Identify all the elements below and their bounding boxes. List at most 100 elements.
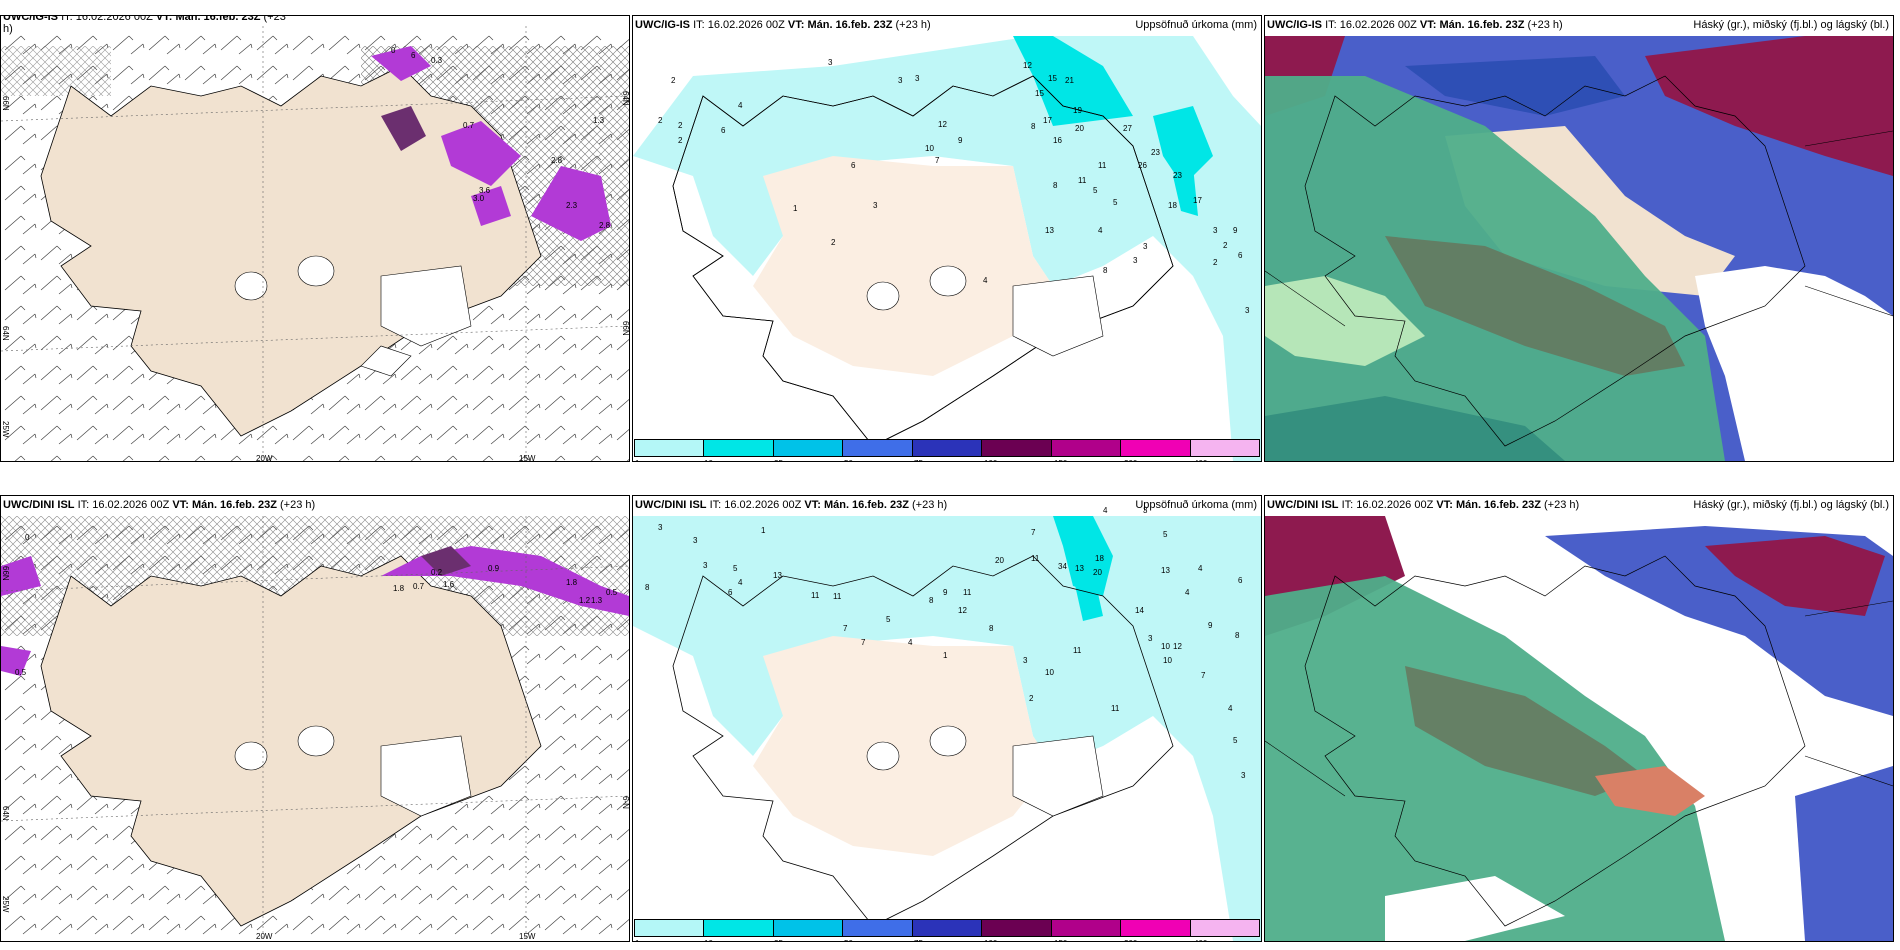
- precip-value: 13: [1045, 226, 1054, 235]
- cloud-map: [1265, 516, 1893, 941]
- it-label: IT:: [77, 499, 90, 511]
- precip-value: 7: [861, 638, 866, 647]
- precip-value: 2: [671, 76, 676, 85]
- precip-value: 6: [721, 126, 726, 135]
- snow-value: 2.3: [566, 201, 578, 210]
- lead-time-unit: h): [3, 23, 13, 35]
- snow-value: 1.8: [566, 578, 578, 587]
- precip-value: 11: [963, 588, 972, 597]
- colorbar-tick: 150: [1054, 459, 1067, 461]
- panel-variable-title: Háský (gr.), miðský (fj.bl.) og lágský (…: [1693, 499, 1889, 511]
- lat-label: 25W: [1, 421, 10, 438]
- colorbar-swatch: [704, 920, 774, 936]
- precip-value: 19: [1073, 106, 1082, 115]
- precip-value: 2: [678, 136, 683, 145]
- colorbar-swatch: [843, 440, 913, 456]
- snow-value: 1.8: [393, 584, 405, 593]
- colorbar-swatch: [635, 920, 705, 936]
- colorbar-swatch: [912, 920, 983, 936]
- snow-value: 6: [411, 51, 416, 60]
- precip-colorbar: [634, 919, 1260, 937]
- precip-value: 4: [1103, 506, 1108, 515]
- precip-value: 7: [1201, 671, 1206, 680]
- precip-value: 8: [1053, 181, 1058, 190]
- colorbar-swatch: [704, 440, 774, 456]
- snow-value: 2.8: [599, 221, 611, 230]
- precip-value: 3: [1245, 306, 1250, 315]
- precip-value: 20: [1093, 568, 1102, 577]
- colorbar-swatch: [1190, 920, 1259, 936]
- precip-value: 20: [1075, 124, 1084, 133]
- precip-value: 13: [773, 571, 782, 580]
- panel-variable-title: Uppsöfnuð úrkoma (mm): [1135, 499, 1257, 511]
- precip-value: 7: [843, 624, 848, 633]
- model-name: UWC/DINI ISL: [3, 499, 75, 511]
- snow-value: 3.6: [479, 186, 491, 195]
- lat-label: 66N: [1, 96, 10, 111]
- precip-value: 6: [851, 161, 856, 170]
- precip-value: 15: [1035, 89, 1044, 98]
- colorbar-tick: 75: [914, 939, 923, 941]
- wind-snow-map: [1, 516, 629, 941]
- lat-label: 66N: [1, 566, 10, 581]
- precip-value: 17: [1193, 196, 1202, 205]
- it-label: IT:: [709, 499, 722, 511]
- precip-value: 10: [1163, 656, 1172, 665]
- precip-value: 9: [1233, 226, 1238, 235]
- cloud-map: [1265, 36, 1893, 461]
- vt-value: VT: Mán. 16.feb. 23Z: [787, 19, 893, 31]
- snow-value: 1.6: [443, 580, 455, 589]
- colorbar-tick: 400: [1194, 459, 1207, 461]
- precip-value: 12: [1173, 642, 1182, 651]
- panel-header: UWC/DINI ISL IT: 16.02.2026 00Z VT: Mán.…: [1267, 499, 1579, 511]
- lat-label: 6-N: [621, 796, 630, 809]
- colorbar-ticks: 1 10 25 50 75 100 150 200 400: [634, 459, 1260, 461]
- precip-value: 2: [1213, 258, 1218, 267]
- colorbar-tick: 200: [1124, 939, 1137, 941]
- colorbar-tick: 25: [774, 939, 783, 941]
- map-panel-wind-top: UWC/IG-IS IT: 16.02.2026 00Z VT: Mán. 16…: [0, 15, 630, 462]
- lat-label: 64N: [621, 91, 630, 106]
- precip-value: 3: [1023, 656, 1028, 665]
- colorbar-swatch: [843, 920, 913, 936]
- precip-value: 8: [1235, 631, 1240, 640]
- colorbar-swatch: [1051, 440, 1122, 456]
- precip-value: 11: [1031, 554, 1040, 563]
- precip-value: 18: [1095, 554, 1104, 563]
- lead-time: (+23 h): [911, 499, 948, 511]
- precip-value: 10: [925, 144, 934, 153]
- precip-value: 17: [1043, 116, 1052, 125]
- colorbar-tick: 25: [774, 459, 783, 461]
- lat-label: 64N: [1, 326, 10, 341]
- colorbar-swatch: [912, 440, 983, 456]
- it-label: IT:: [693, 19, 705, 31]
- snow-value: 0: [391, 46, 396, 55]
- vt-value: VT: Mán. 16.feb. 23Z: [172, 499, 277, 511]
- colorbar-tick: 200: [1124, 459, 1137, 461]
- vt-value: VT: Mán. 16.feb. 23Z: [1436, 499, 1541, 511]
- precip-value: 3: [1143, 242, 1148, 251]
- precip-value: 4: [1098, 226, 1103, 235]
- precip-value: 26: [1138, 161, 1147, 170]
- lead-time: (+23 h): [279, 499, 316, 511]
- lead-time: (+23 h): [1527, 19, 1563, 31]
- panel-header: UWC/IG-IS IT: 16.02.2026 00Z VT: Mán. 16…: [635, 19, 931, 31]
- precip-value: 6: [728, 588, 733, 597]
- precip-value: 4: [738, 101, 743, 110]
- precip-value: 8: [645, 583, 650, 592]
- precip-value: 11: [1098, 161, 1107, 170]
- precip-value: 8: [929, 596, 934, 605]
- precip-value: 3: [828, 58, 833, 67]
- precip-map: [633, 516, 1261, 941]
- panel-header: UWC/IG-IS IT: 16.02.2026 00Z VT: Mán. 16…: [1267, 19, 1563, 31]
- precip-value: 2: [831, 238, 836, 247]
- precip-value: 11: [1073, 646, 1082, 655]
- precip-value: 9: [958, 136, 963, 145]
- precip-value: 1: [793, 204, 798, 213]
- precip-value: 5: [1233, 736, 1238, 745]
- precip-value: 6: [1238, 576, 1243, 585]
- precip-value: 18: [1168, 201, 1177, 210]
- it-label: IT:: [1325, 19, 1337, 31]
- lat-label: 66N: [621, 321, 630, 336]
- precip-value: 3: [703, 561, 708, 570]
